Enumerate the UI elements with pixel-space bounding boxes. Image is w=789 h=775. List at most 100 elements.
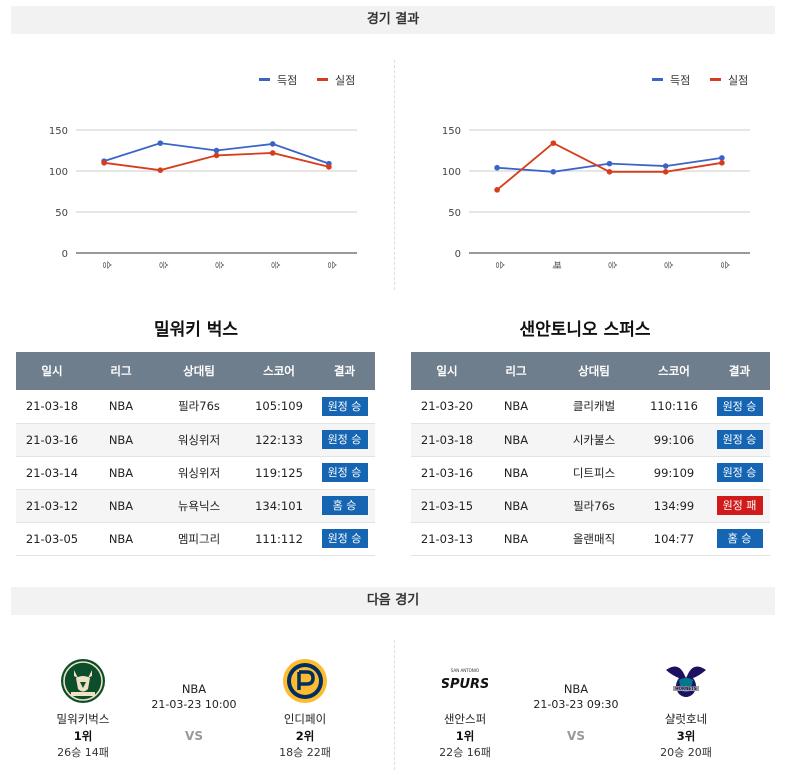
data-point (719, 160, 725, 166)
x-tick-label: 승 (101, 261, 112, 269)
cell-date: 21-03-15 (411, 489, 483, 523)
cell-league: NBA (483, 489, 549, 523)
svg-text:SAN ANTONIO: SAN ANTONIO (451, 668, 479, 673)
legend-label-scored: 득점 (670, 74, 690, 87)
vs-label: VS (567, 729, 585, 743)
x-tick-label: 승 (157, 261, 168, 269)
result-badge: 원정 승 (716, 396, 763, 416)
cell-score: 122:133 (244, 423, 314, 457)
next-game-away-team[interactable]: 인디페이 2위 18승 22패 (260, 658, 350, 760)
data-point (157, 140, 164, 146)
away-team-rank: 3위 (676, 729, 696, 743)
sanantonio-score-chart: 0 50 100 150 승 패 승 승 승 득점 실점 (404, 60, 774, 290)
cell-result: 원정 승 (709, 423, 770, 457)
cell-score: 110:116 (639, 390, 709, 424)
table-row: 21-03-16 NBA 디트피스 99:109 원정 승 (411, 456, 770, 490)
next-game-league: NBA (181, 682, 207, 696)
cell-league: NBA (483, 423, 549, 457)
cell-opponent: 필라76s (549, 489, 639, 523)
cell-result: 원정 승 (314, 390, 375, 424)
home-team-name: 샌안스퍼 (443, 712, 487, 726)
x-tick-label: 승 (494, 261, 505, 269)
table-row: 21-03-13 NBA 올랜매직 104:77 홈 승 (411, 522, 770, 556)
data-point (269, 150, 276, 156)
next-game-time: 21-03-23 10:00 (151, 698, 237, 711)
x-tick-label: 승 (607, 261, 618, 269)
cell-opponent: 필라76s (154, 390, 244, 424)
vs-label: VS (185, 729, 203, 743)
data-point (326, 164, 332, 170)
data-point (157, 167, 164, 173)
cell-opponent: 시카불스 (549, 423, 639, 457)
cell-score: 134:101 (244, 489, 314, 523)
results-section-header: 경기 결과 (11, 6, 775, 34)
next-game-home-team[interactable]: SAN ANTONIO SPURS 샌안스퍼 1위 22승 16패 (420, 658, 510, 760)
col-date: 일시 (411, 352, 483, 390)
col-date: 일시 (16, 352, 88, 390)
result-badge: 원정 승 (716, 463, 763, 482)
cell-opponent: 뉴욕닉스 (154, 489, 244, 523)
cell-date: 21-03-20 (411, 390, 483, 424)
x-tick-label: 승 (719, 261, 730, 269)
table-row: 21-03-16 NBA 워싱위저 122:133 원정 승 (16, 423, 375, 457)
cell-score: 119:125 (244, 456, 314, 490)
data-point (494, 187, 500, 193)
table-row: 21-03-14 NBA 워싱위저 119:125 원정 승 (16, 456, 375, 490)
y-tick-label: 100 (49, 167, 68, 178)
legend-label-conceded: 실점 (728, 74, 748, 87)
home-team-rank: 1위 (455, 729, 475, 743)
cell-result: 원정 패 (709, 489, 770, 523)
cell-league: NBA (483, 456, 549, 490)
team-title-milwaukee: 밀워키 벅스 (153, 320, 239, 340)
cell-date: 21-03-16 (411, 456, 483, 490)
data-point (550, 140, 557, 146)
bucks-logo-icon (61, 659, 105, 703)
milwaukee-score-chart: 0 50 100 150 승 승 승 승 승 득점 실점 (11, 60, 381, 290)
result-badge: 홈 승 (321, 496, 368, 515)
chart-canvas: 0 50 100 150 승 승 승 승 승 득점 실점 (49, 74, 357, 269)
col-opponent: 상대팀 (154, 352, 244, 390)
cell-league: NBA (88, 423, 154, 457)
cell-date: 21-03-14 (16, 456, 88, 490)
chart-canvas: 0 50 100 150 승 패 승 승 승 득점 실점 (442, 74, 750, 269)
data-point (662, 163, 669, 169)
milwaukee-results-table: 일시 리그 상대팀 스코어 결과 21-03-18 NBA 필라76s 105:109… (16, 352, 375, 556)
next-game-info: NBA 21-03-23 10:00 (134, 682, 254, 711)
away-team-rank: 2위 (295, 729, 315, 743)
cell-league: NBA (88, 489, 154, 523)
next-game-info: NBA 21-03-23 09:30 (516, 682, 636, 711)
col-result: 결과 (314, 352, 375, 390)
away-team-name: 샬럿호네 (664, 712, 708, 726)
home-team-record: 26승 14패 (57, 746, 109, 759)
table-row: 21-03-20 NBA 클리캐벌 110:116 원정 승 (411, 390, 770, 424)
next-game-home-team[interactable]: 밀워키벅스 1위 26승 14패 (38, 658, 128, 760)
data-point (719, 155, 725, 161)
data-point (494, 164, 500, 171)
next-games-divider (394, 640, 395, 770)
cell-score: 99:106 (639, 423, 709, 457)
legend-swatch-conceded (317, 78, 328, 81)
home-team-rank: 1위 (73, 729, 93, 743)
col-league: 리그 (483, 352, 549, 390)
cell-opponent: 올랜매직 (549, 522, 639, 556)
cell-result: 원정 승 (709, 390, 770, 424)
cell-league: NBA (88, 456, 154, 490)
result-badge: 원정 패 (716, 496, 763, 515)
svg-text:SPURS: SPURS (442, 677, 488, 692)
away-team-record: 20승 20패 (660, 746, 712, 759)
cell-league: NBA (483, 522, 549, 556)
home-team-name: 밀워키벅스 (56, 712, 110, 726)
next-game-away-team[interactable]: HORNETS 샬럿호네 3위 20승 20패 (641, 658, 731, 760)
cell-result: 원정 승 (314, 423, 375, 457)
data-point (550, 169, 557, 175)
chart-divider (394, 60, 395, 290)
pacers-logo-icon (283, 659, 327, 703)
cell-opponent: 멤피그리 (154, 522, 244, 556)
cell-date: 21-03-05 (16, 522, 88, 556)
svg-text:HORNETS: HORNETS (675, 686, 697, 691)
col-league: 리그 (88, 352, 154, 390)
cell-league: NBA (483, 390, 549, 424)
x-tick-label: 패 (550, 261, 561, 269)
next-game-time: 21-03-23 09:30 (533, 698, 619, 711)
table-header-row: 일시 리그 상대팀 스코어 결과 (16, 352, 375, 390)
